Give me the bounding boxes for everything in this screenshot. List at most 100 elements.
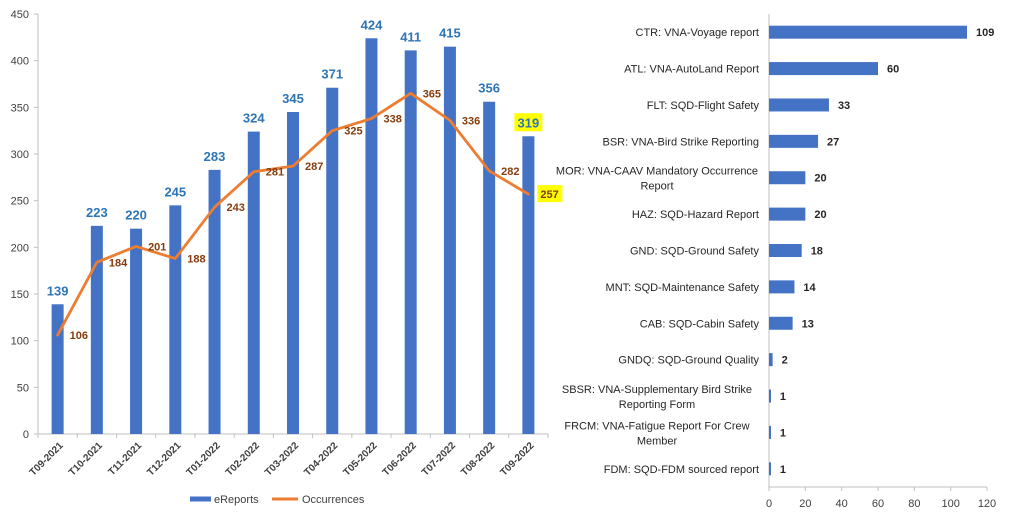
ereports-bar	[90, 225, 103, 434]
legend-occurrences-label: Occurrences	[302, 494, 365, 506]
hbar-value-label: 33	[838, 100, 850, 112]
y-tick-label: 50	[17, 382, 29, 394]
ereports-value-label: 415	[439, 26, 461, 41]
hbar-x-tick-label: 120	[978, 498, 996, 510]
ereports-value-label: 424	[361, 17, 383, 32]
x-category-label: T12-2021	[145, 440, 183, 478]
ereports-bar	[247, 131, 260, 434]
ereports-bar	[169, 205, 182, 434]
hbar-value-label: 60	[887, 64, 899, 76]
x-category-label: T04-2022	[302, 440, 340, 478]
y-tick-label: 450	[11, 9, 29, 21]
hbar-category-label: FDM: SQD-FDM sourced report	[604, 464, 759, 476]
hbar-bar	[769, 425, 771, 439]
hbar-x-tick-label: 20	[799, 498, 811, 510]
occurrences-value-label: 257	[540, 189, 558, 201]
hbar-category-label: FRCM: VNA-Fatigue Report For Crew Member	[564, 420, 749, 447]
x-category-label: T09-2021	[28, 440, 66, 478]
occurrences-value-label: 325	[344, 126, 362, 138]
occurrences-value-label: 282	[501, 166, 519, 178]
hbar-x-tick-label: 60	[872, 498, 884, 510]
hbar-category-label: MNT: SQD-Maintenance Safety	[606, 282, 760, 294]
combo-chart: 0 50 100 150 200 250 300 350 400 450 139 223 220 245 2…	[11, 9, 563, 506]
y-tick-label: 0	[23, 429, 29, 441]
hbar-bar	[769, 98, 829, 112]
ereports-bar	[287, 112, 299, 434]
hbar-bar	[769, 353, 773, 367]
x-category-label: T09-2022	[498, 440, 536, 478]
occurrences-value-label: 336	[462, 115, 480, 127]
hbar-category-label: SBSR: VNA-Supplementary Bird Strike Repor…	[562, 384, 752, 411]
hbar-value-label: 27	[827, 136, 839, 148]
ereports-value-label: 223	[86, 205, 108, 220]
hbar-category-label: CTR: VNA-Voyage report	[636, 27, 760, 39]
hbar-value-label: 14	[803, 282, 816, 294]
hbar-x-tick-label: 100	[941, 498, 959, 510]
hbar-category-label-line: Report	[640, 181, 673, 193]
hbar-category-label: CAB: SQD-Cabin Safety	[640, 318, 760, 330]
occurrences-value-label: 365	[423, 88, 441, 100]
ereports-value-label: 319	[518, 115, 540, 130]
occurrences-value-label: 243	[227, 202, 245, 214]
ereports-bar	[208, 169, 221, 434]
ereports-value-label: 245	[164, 184, 186, 199]
x-category-label: T07-2022	[420, 440, 458, 478]
x-category-label: T08-2022	[459, 440, 497, 478]
hbar-bar	[769, 25, 968, 39]
ereports-bar	[365, 38, 378, 435]
hbar-category-label: HAZ: SQD-Hazard Report	[632, 209, 759, 221]
x-category-label: T02-2022	[224, 440, 262, 478]
ereports-bar	[326, 87, 339, 434]
occurrences-value-label: 287	[305, 161, 323, 173]
y-tick-label: 400	[11, 56, 29, 68]
ereports-bar	[51, 304, 64, 434]
hbar-category-label: FLT: SQD-Flight Safety	[647, 100, 760, 112]
y-tick-label: 200	[11, 242, 29, 254]
ereports-bar	[404, 50, 417, 435]
hbar-category-label: GND: SQD-Ground Safety	[630, 246, 759, 258]
y-tick-label: 250	[11, 196, 29, 208]
hbar-x-tick-label: 0	[766, 498, 772, 510]
hbar-bar	[769, 462, 771, 476]
hbar-value-label: 1	[780, 427, 786, 439]
x-category-label: T03-2022	[263, 440, 301, 478]
hbar-value-label: 20	[814, 173, 826, 185]
ereports-bar	[443, 46, 456, 435]
bar-label-highlight	[514, 113, 543, 132]
hbar-category-label: ATL: VNA-AutoLand Report	[624, 64, 759, 76]
hbar-category-label: BSR: VNA-Bird Strike Reporting	[603, 136, 760, 148]
x-category-label: T06-2022	[381, 440, 419, 478]
hbar-bar	[769, 207, 806, 221]
hbar-value-label: 13	[802, 318, 814, 330]
hbar-bar	[769, 389, 771, 403]
hbar-value-label: 2	[782, 355, 788, 367]
ereports-value-label: 371	[321, 67, 343, 82]
legend-ereports-label: eReports	[214, 494, 259, 506]
ereports-value-label: 411	[400, 29, 421, 44]
x-category-label: T05-2022	[342, 440, 380, 478]
hbar-bar	[769, 134, 819, 148]
hbar-bar	[769, 316, 793, 330]
y-tick-label: 300	[11, 149, 29, 161]
hbar-bar	[769, 62, 878, 76]
hbar-value-label: 20	[814, 209, 826, 221]
x-category-label: T11-2021	[107, 440, 145, 478]
ereports-value-label: 220	[125, 208, 147, 223]
occurrences-line	[56, 91, 530, 337]
ereports-bar	[522, 136, 535, 434]
occurrences-value-label: 281	[266, 167, 284, 179]
hbar-category-label-line: SBSR: VNA-Supplementary Bird Strike	[562, 384, 752, 396]
ereports-bar	[483, 101, 496, 434]
ereports-value-label: 356	[478, 81, 500, 96]
hbar-category-label: MOR: VNA-CAAV Mandatory Occurrence Report	[556, 166, 758, 193]
hbar-x-tick-label: 40	[836, 498, 848, 510]
occurrences-value-label: 188	[187, 254, 205, 266]
hbar-bar	[769, 171, 806, 185]
occurrences-value-label: 338	[383, 114, 401, 126]
hbar-category-label-line: Member	[637, 435, 678, 447]
hbar-category-label-line: MOR: VNA-CAAV Mandatory Occurrence	[556, 166, 758, 178]
x-category-label: T01-2022	[185, 440, 223, 478]
